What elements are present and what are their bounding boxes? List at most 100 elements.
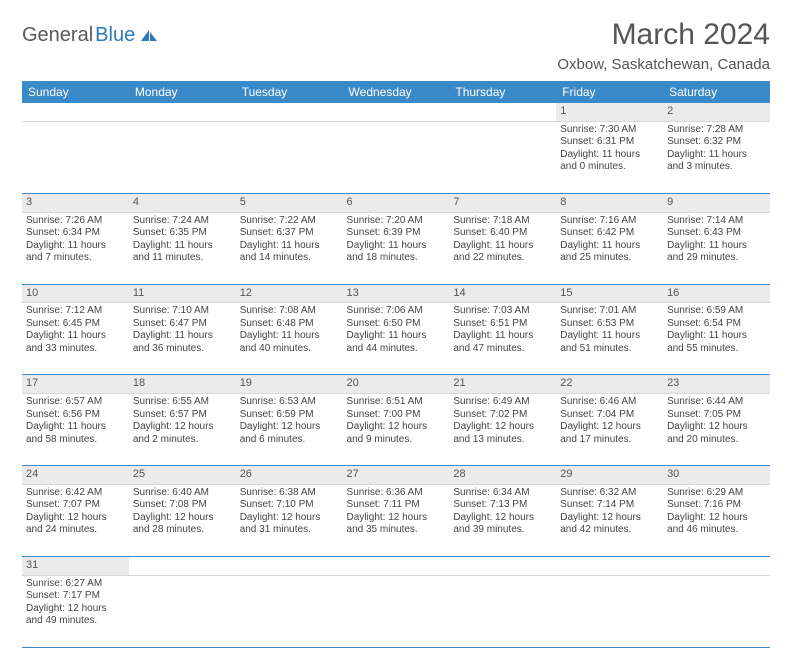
- day-cell: Sunrise: 7:26 AMSunset: 6:34 PMDaylight:…: [22, 212, 129, 284]
- day-cell: Sunrise: 7:18 AMSunset: 6:40 PMDaylight:…: [449, 212, 556, 284]
- sunrise-line: Sunrise: 6:57 AM: [26, 396, 125, 409]
- day-cell: Sunrise: 6:55 AMSunset: 6:57 PMDaylight:…: [129, 394, 236, 466]
- weekday-header: Monday: [129, 81, 236, 103]
- daylight-line-2: and 39 minutes.: [453, 524, 552, 537]
- daylight-line-1: Daylight: 12 hours: [347, 421, 446, 434]
- daylight-line-1: Daylight: 12 hours: [560, 512, 659, 525]
- sunrise-line: Sunrise: 6:29 AM: [667, 487, 766, 500]
- day-cell: Sunrise: 7:28 AMSunset: 6:32 PMDaylight:…: [663, 121, 770, 193]
- day-cell: Sunrise: 7:20 AMSunset: 6:39 PMDaylight:…: [343, 212, 450, 284]
- sunrise-line: Sunrise: 6:40 AM: [133, 487, 232, 500]
- daylight-line-2: and 55 minutes.: [667, 343, 766, 356]
- day-cell: [22, 121, 129, 193]
- day-cell: [449, 121, 556, 193]
- daylight-line-2: and 42 minutes.: [560, 524, 659, 537]
- sunrise-line: Sunrise: 7:28 AM: [667, 124, 766, 137]
- day-cell: [343, 121, 450, 193]
- day-number-row: 3456789: [22, 193, 770, 212]
- daylight-line-1: Daylight: 12 hours: [26, 603, 125, 616]
- sunrise-line: Sunrise: 6:27 AM: [26, 578, 125, 591]
- day-cell: Sunrise: 7:06 AMSunset: 6:50 PMDaylight:…: [343, 303, 450, 375]
- daylight-line-2: and 18 minutes.: [347, 252, 446, 265]
- sunset-line: Sunset: 7:11 PM: [347, 499, 446, 512]
- sunset-line: Sunset: 7:16 PM: [667, 499, 766, 512]
- sunset-line: Sunset: 6:51 PM: [453, 318, 552, 331]
- daylight-line-2: and 20 minutes.: [667, 434, 766, 447]
- sail-icon: [139, 29, 159, 43]
- sunset-line: Sunset: 6:40 PM: [453, 227, 552, 240]
- sunset-line: Sunset: 6:34 PM: [26, 227, 125, 240]
- sunrise-line: Sunrise: 7:03 AM: [453, 305, 552, 318]
- day-number-cell: 27: [343, 466, 450, 485]
- daylight-line-2: and 28 minutes.: [133, 524, 232, 537]
- day-cell: [343, 575, 450, 647]
- week-row: Sunrise: 6:27 AMSunset: 7:17 PMDaylight:…: [22, 575, 770, 647]
- sunrise-line: Sunrise: 6:42 AM: [26, 487, 125, 500]
- sunrise-line: Sunrise: 6:36 AM: [347, 487, 446, 500]
- day-cell: Sunrise: 6:46 AMSunset: 7:04 PMDaylight:…: [556, 394, 663, 466]
- sunrise-line: Sunrise: 6:55 AM: [133, 396, 232, 409]
- day-cell: Sunrise: 6:59 AMSunset: 6:54 PMDaylight:…: [663, 303, 770, 375]
- day-cell: Sunrise: 6:42 AMSunset: 7:07 PMDaylight:…: [22, 484, 129, 556]
- daylight-line-1: Daylight: 11 hours: [453, 330, 552, 343]
- day-number-cell: 10: [22, 284, 129, 303]
- header: General Blue March 2024 Oxbow, Saskatche…: [22, 18, 770, 73]
- calendar-table: SundayMondayTuesdayWednesdayThursdayFrid…: [22, 81, 770, 648]
- day-cell: Sunrise: 7:10 AMSunset: 6:47 PMDaylight:…: [129, 303, 236, 375]
- day-number-cell: 22: [556, 375, 663, 394]
- daylight-line-2: and 13 minutes.: [453, 434, 552, 447]
- weekday-header: Saturday: [663, 81, 770, 103]
- daylight-line-1: Daylight: 12 hours: [240, 512, 339, 525]
- day-number-cell: 26: [236, 466, 343, 485]
- sunset-line: Sunset: 7:13 PM: [453, 499, 552, 512]
- sunset-line: Sunset: 6:56 PM: [26, 409, 125, 422]
- daylight-line-2: and 29 minutes.: [667, 252, 766, 265]
- daylight-line-2: and 46 minutes.: [667, 524, 766, 537]
- day-number-cell: 12: [236, 284, 343, 303]
- sunset-line: Sunset: 7:17 PM: [26, 590, 125, 603]
- daylight-line-1: Daylight: 11 hours: [667, 330, 766, 343]
- day-number-cell: [663, 556, 770, 575]
- sunrise-line: Sunrise: 7:20 AM: [347, 215, 446, 228]
- daylight-line-1: Daylight: 12 hours: [667, 421, 766, 434]
- sunrise-line: Sunrise: 6:51 AM: [347, 396, 446, 409]
- daylight-line-2: and 6 minutes.: [240, 434, 339, 447]
- day-cell: Sunrise: 6:51 AMSunset: 7:00 PMDaylight:…: [343, 394, 450, 466]
- day-number-cell: 14: [449, 284, 556, 303]
- day-number-cell: 16: [663, 284, 770, 303]
- day-number-cell: 24: [22, 466, 129, 485]
- day-cell: Sunrise: 6:32 AMSunset: 7:14 PMDaylight:…: [556, 484, 663, 556]
- day-number-cell: 18: [129, 375, 236, 394]
- day-number-cell: 8: [556, 193, 663, 212]
- daylight-line-1: Daylight: 12 hours: [240, 421, 339, 434]
- daylight-line-2: and 36 minutes.: [133, 343, 232, 356]
- daylight-line-1: Daylight: 11 hours: [133, 240, 232, 253]
- day-number-cell: [22, 103, 129, 121]
- sunset-line: Sunset: 7:08 PM: [133, 499, 232, 512]
- day-cell: Sunrise: 7:14 AMSunset: 6:43 PMDaylight:…: [663, 212, 770, 284]
- sunset-line: Sunset: 6:43 PM: [667, 227, 766, 240]
- day-number-cell: 5: [236, 193, 343, 212]
- day-number-cell: 15: [556, 284, 663, 303]
- daylight-line-2: and 49 minutes.: [26, 615, 125, 628]
- week-row: Sunrise: 6:57 AMSunset: 6:56 PM Daylight:…: [22, 394, 770, 466]
- sunrise-line: Sunrise: 7:18 AM: [453, 215, 552, 228]
- sunrise-line: Sunrise: 7:30 AM: [560, 124, 659, 137]
- daylight-line-1: Daylight: 12 hours: [453, 512, 552, 525]
- sunset-line: Sunset: 6:47 PM: [133, 318, 232, 331]
- daylight-line-1: Daylight: 11 hours: [560, 330, 659, 343]
- daylight-line-2: and 24 minutes.: [26, 524, 125, 537]
- day-number-cell: 3: [22, 193, 129, 212]
- daylight-line-1: Daylight: 12 hours: [560, 421, 659, 434]
- sunset-line: Sunset: 6:54 PM: [667, 318, 766, 331]
- page-title: March 2024: [557, 18, 770, 52]
- daylight-line-2: and 2 minutes.: [133, 434, 232, 447]
- logo-text-1: General: [22, 24, 93, 47]
- daylight-line-2: and 9 minutes.: [347, 434, 446, 447]
- weekday-header: Wednesday: [343, 81, 450, 103]
- day-number-row: 31: [22, 556, 770, 575]
- day-number-cell: 29: [556, 466, 663, 485]
- daylight-line-2: and 3 minutes.: [667, 161, 766, 174]
- day-cell: Sunrise: 7:24 AMSunset: 6:35 PMDaylight:…: [129, 212, 236, 284]
- day-cell: Sunrise: 6:38 AMSunset: 7:10 PMDaylight:…: [236, 484, 343, 556]
